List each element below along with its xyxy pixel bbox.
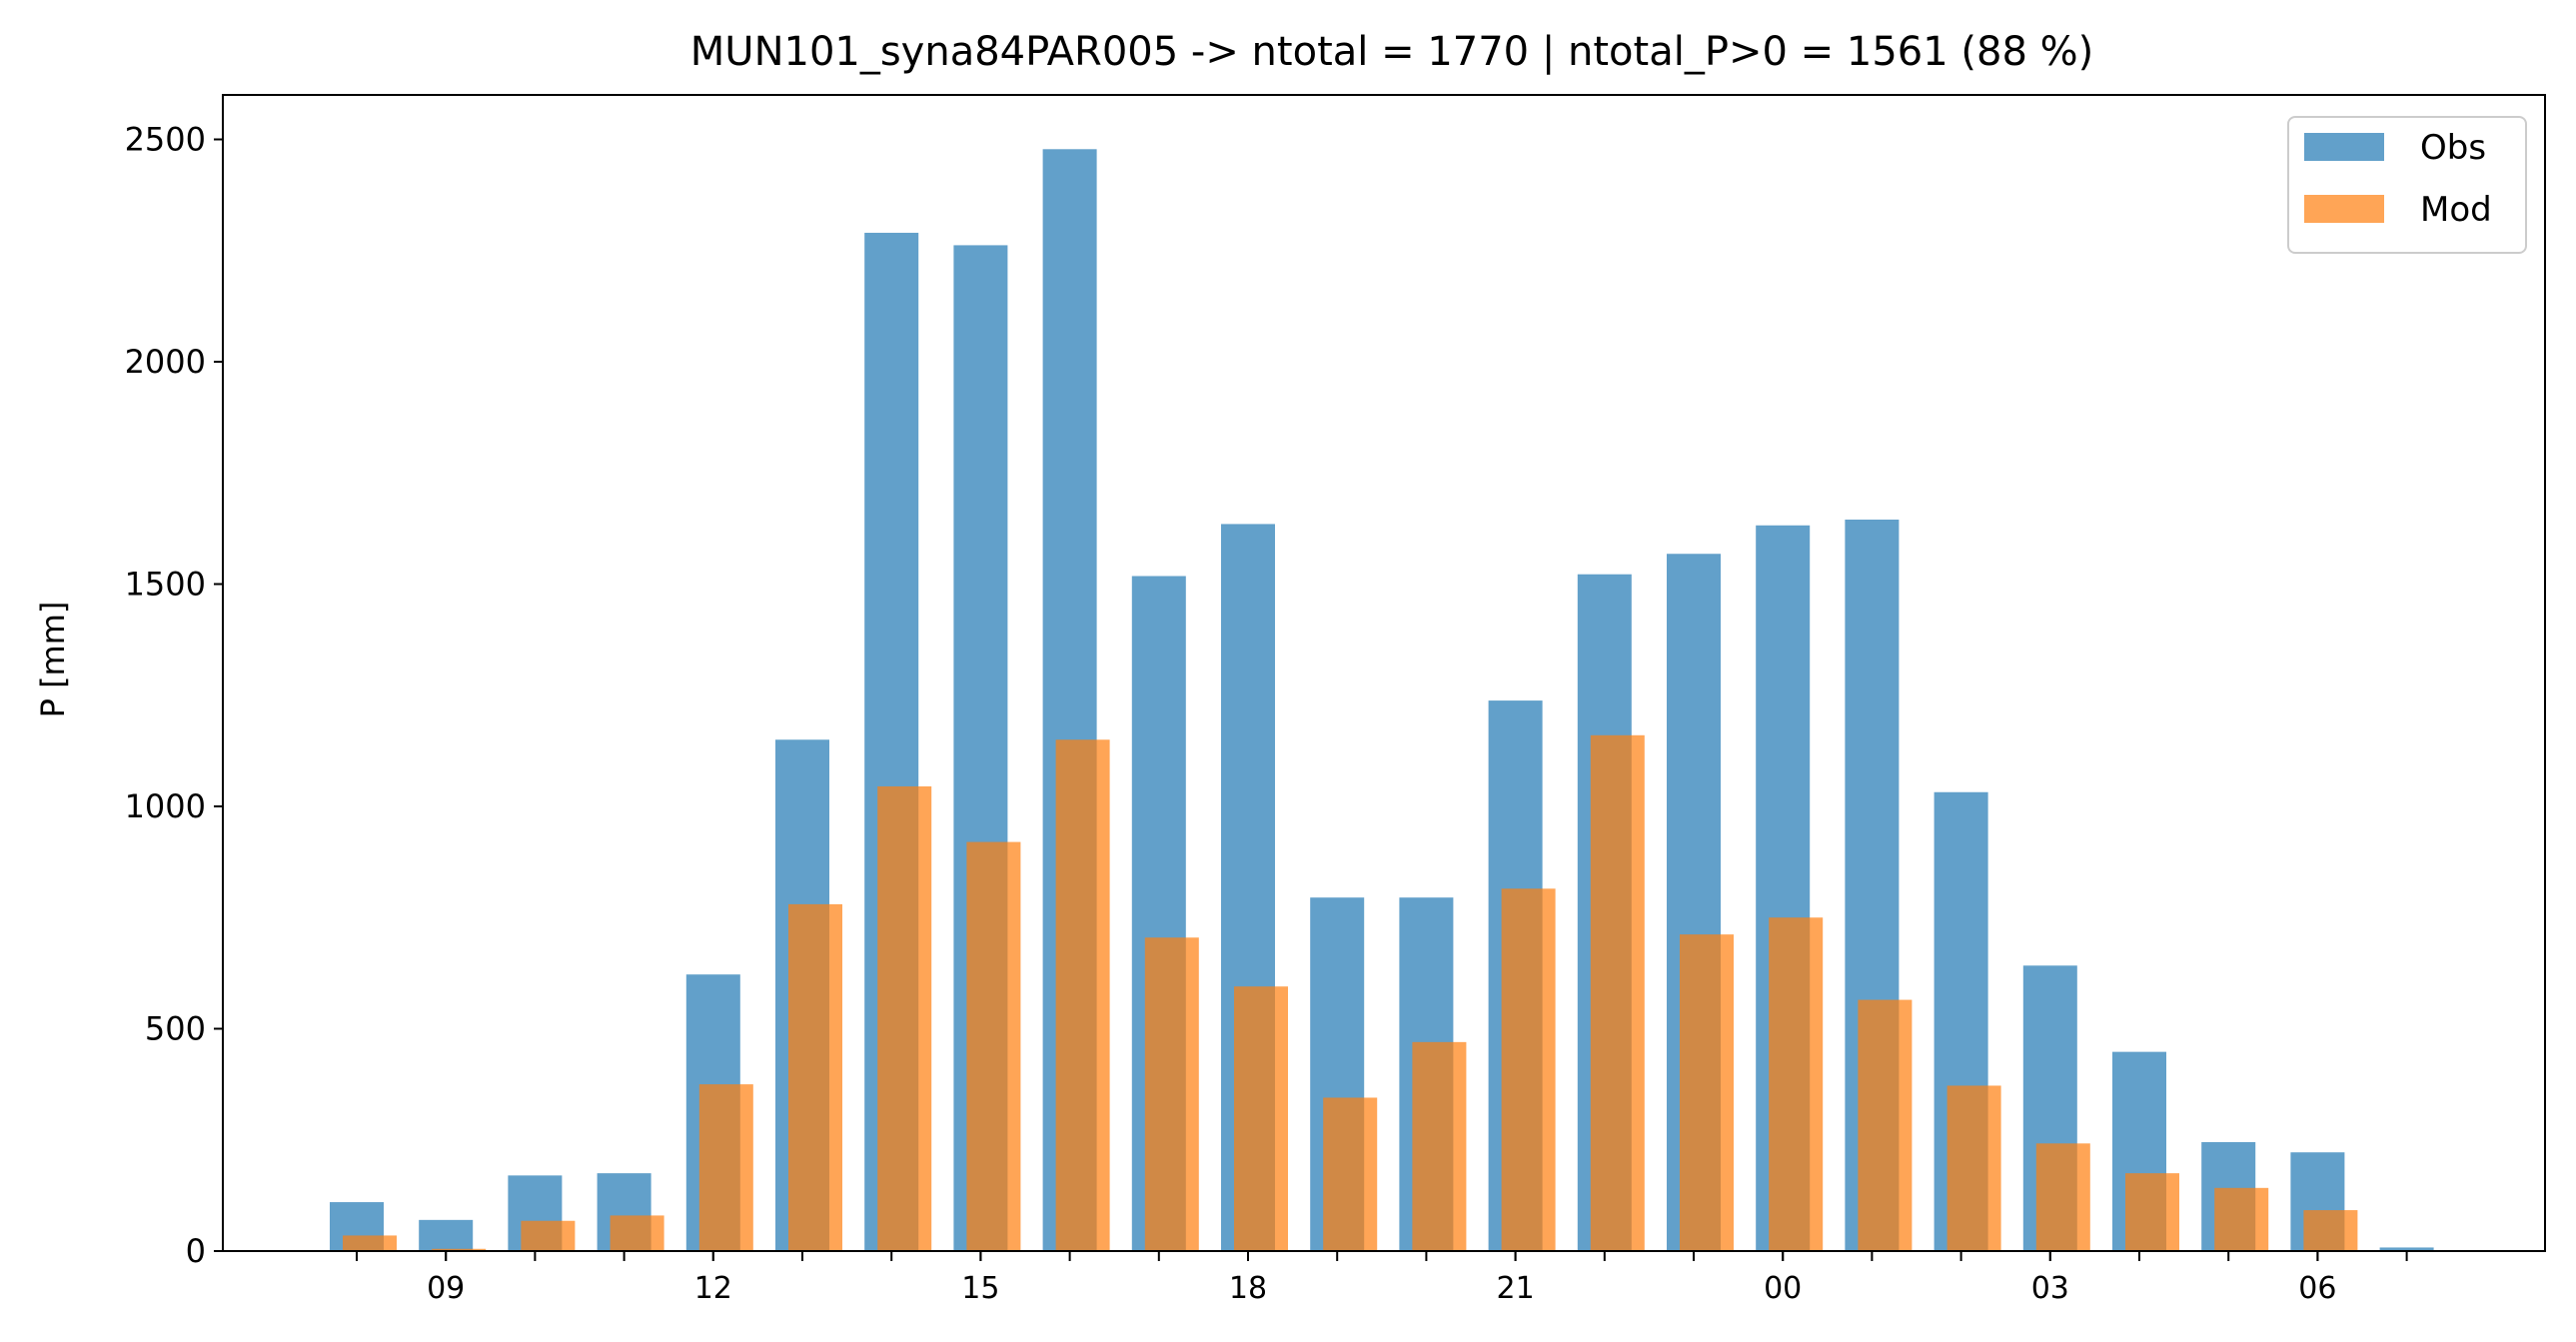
x-tick-label: 09 [427, 1271, 465, 1306]
bar-mod-09 [432, 1248, 487, 1251]
bar-mod-06 [2303, 1210, 2358, 1251]
bar-mod-15 [966, 841, 1021, 1251]
x-tick-label: 12 [694, 1271, 732, 1306]
bar-obs-07 [2379, 1247, 2434, 1251]
legend: Obs Mod [2287, 116, 2527, 254]
legend-label-obs: Obs [2420, 128, 2486, 168]
bar-mod-11 [610, 1215, 664, 1251]
bar-mod-05 [2214, 1187, 2269, 1251]
bar-mod-01 [1858, 999, 1913, 1251]
y-tick-label: 2500 [125, 121, 206, 159]
bars-group [330, 149, 2434, 1251]
bar-mod-03 [2035, 1143, 2090, 1251]
bar-mod-20 [1412, 1041, 1467, 1251]
x-tick-label: 15 [961, 1271, 999, 1306]
legend-swatch-obs [2304, 133, 2384, 161]
legend-label-mod: Mod [2420, 190, 2492, 230]
x-tick-label: 21 [1497, 1271, 1535, 1306]
bar-mod-21 [1501, 888, 1556, 1251]
bar-mod-23 [1680, 934, 1734, 1251]
bar-mod-22 [1590, 734, 1645, 1251]
x-tick-label: 18 [1229, 1271, 1267, 1306]
bar-mod-10 [521, 1220, 576, 1251]
bar-mod-08 [343, 1235, 397, 1251]
bar-mod-02 [1946, 1085, 2001, 1251]
bar-mod-17 [1144, 937, 1199, 1251]
bar-mod-19 [1323, 1097, 1378, 1251]
bar-mod-14 [877, 785, 932, 1251]
bar-mod-04 [2125, 1173, 2179, 1251]
y-tick-label: 0 [186, 1232, 206, 1270]
bar-mod-12 [698, 1084, 753, 1251]
bar-mod-18 [1234, 986, 1288, 1251]
chart-title: MUN101_syna84PAR005 -> ntotal = 1770 | n… [690, 29, 2093, 75]
x-tick-label: 03 [2031, 1271, 2069, 1306]
y-tick-label: 1000 [125, 787, 206, 825]
y-axis-label: P [mm] [34, 602, 72, 718]
bar-mod-16 [1055, 739, 1110, 1251]
legend-swatch-mod [2304, 195, 2384, 223]
y-tick-label: 1500 [125, 566, 206, 604]
y-tick-label: 500 [145, 1010, 206, 1048]
plot-frame [222, 94, 2546, 1252]
bar-mod-00 [1769, 917, 1824, 1251]
axes-group: 0 500 1000 1500 2000 2500 09 12 15 18 21 00 03 06 [125, 94, 2546, 1306]
bar-mod-13 [788, 903, 842, 1251]
bar-obs-09 [419, 1219, 474, 1251]
x-tick-label: 06 [2298, 1271, 2336, 1306]
y-tick-label: 2000 [125, 343, 206, 381]
x-tick-label: 00 [1764, 1271, 1802, 1306]
